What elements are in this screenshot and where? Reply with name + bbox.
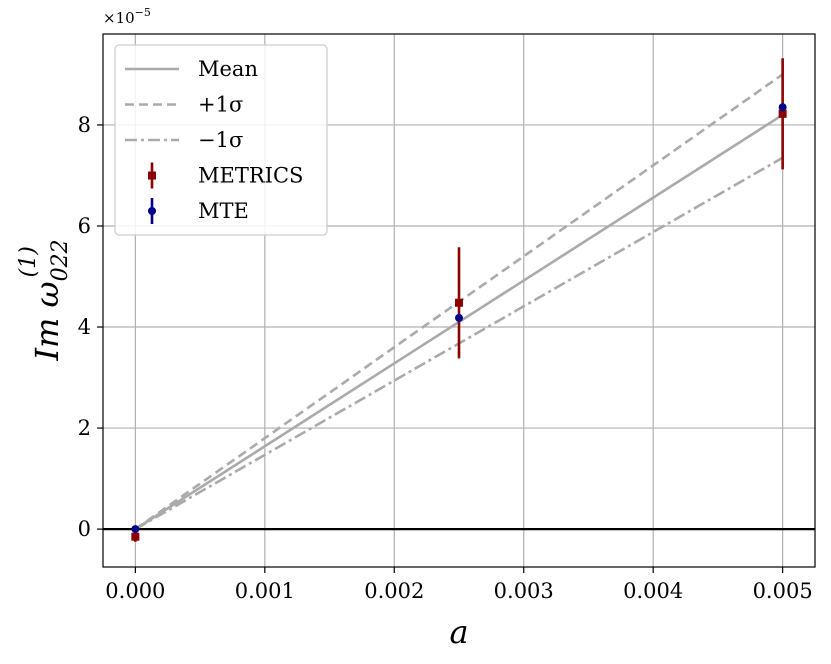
y-offset-text: ×10−5 (103, 6, 151, 27)
svg-text:Im ω022(1): Im ω022 (1) (16, 239, 73, 361)
y-tick-label: 0 (78, 517, 91, 541)
legend-label: METRICS (198, 164, 303, 188)
x-tick-label: 0.005 (753, 579, 813, 603)
ticks-group: 0.000 0.001 0.002 0.003 0.004 0.005 0 2 4 6 8 (78, 113, 813, 603)
x-tick-label: 0.004 (623, 579, 683, 603)
x-tick-label: 0.002 (364, 579, 424, 603)
legend: Mean +1σ −1σ METRICS MTE (114, 44, 328, 236)
y-tick-label: 8 (78, 113, 91, 137)
mte-point (131, 525, 140, 534)
mte-point (778, 103, 787, 112)
y-tick-label: 2 (78, 416, 91, 440)
metrics-point (131, 532, 140, 541)
y-axis-label-sub: 022 (48, 239, 73, 281)
y-axis-label: Im ω022 (1) (16, 239, 73, 361)
legend-label: −1σ (198, 128, 243, 152)
x-tick-label: 0.003 (494, 579, 554, 603)
legend-box (114, 44, 328, 236)
metrics-point (455, 298, 463, 307)
legend-label: +1σ (198, 93, 243, 117)
y-tick-label: 6 (78, 214, 91, 238)
x-axis-label: a (449, 613, 468, 651)
series-group (131, 58, 787, 542)
mte-point (455, 313, 463, 322)
y-tick-label: 4 (78, 315, 91, 339)
legend-label: MTE (198, 199, 249, 223)
legend-marker (148, 171, 156, 180)
legend-label: Mean (198, 57, 258, 81)
x-tick-label: 0.000 (105, 579, 165, 603)
legend-marker (148, 207, 156, 215)
plot-frame (102, 33, 816, 568)
y-axis-label-sup: (1) (16, 246, 41, 277)
metrics-point (778, 109, 787, 118)
y-axis-label-main: Im ω (28, 281, 66, 361)
x-tick-label: 0.001 (235, 579, 295, 603)
